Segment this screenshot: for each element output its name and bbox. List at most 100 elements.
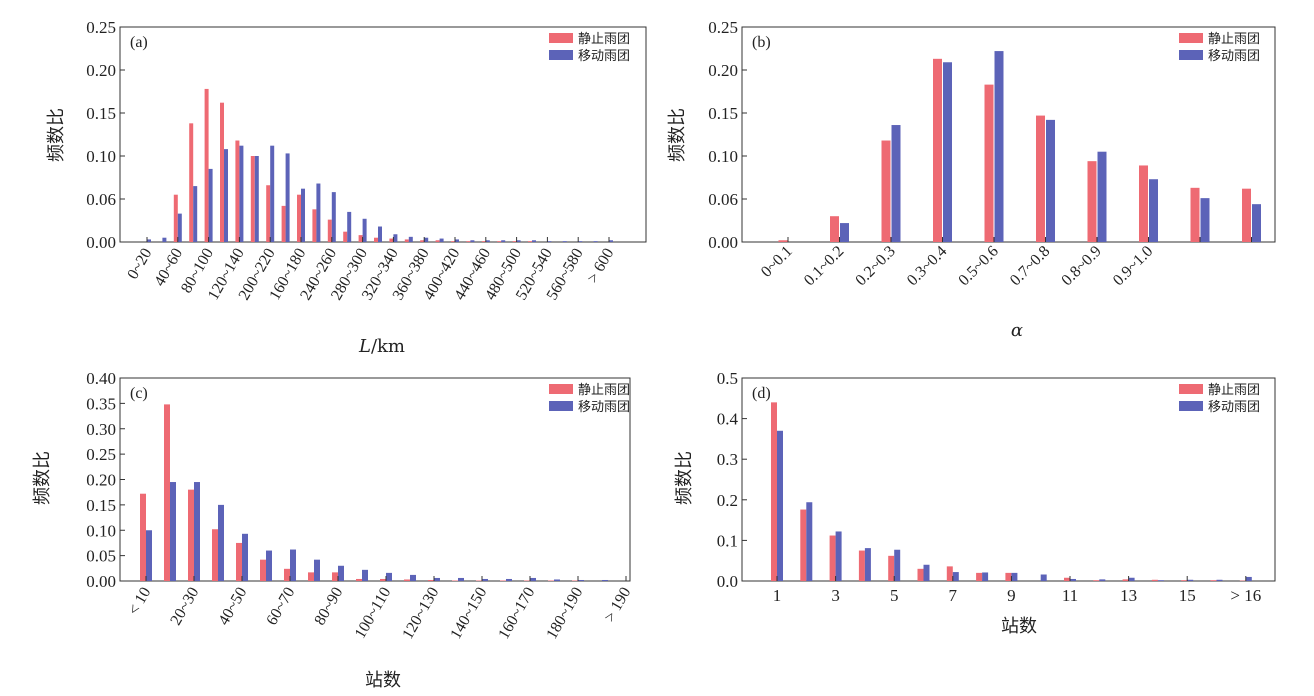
- chart-c: 0.00 0.05 0.10 0.15 0.20 0.25 0.30 0.35 0.40 < 10…: [32, 369, 634, 691]
- bar-moving: [224, 149, 228, 242]
- bar-static: [984, 84, 994, 243]
- bar-static: [976, 572, 983, 581]
- bar-moving: [609, 240, 613, 242]
- bar-moving: [410, 574, 416, 581]
- bar-moving: [162, 237, 167, 242]
- legend-label: 移动雨团: [1208, 400, 1260, 415]
- x-tick-label: 0.5~0.6: [955, 243, 1001, 289]
- y-tick-label: 0.25: [708, 18, 738, 37]
- bar-static: [1093, 580, 1100, 581]
- plot-frame: [741, 26, 1276, 243]
- y-axis-label: 频数比: [46, 108, 67, 162]
- bar-moving: [593, 241, 598, 242]
- bar-moving: [331, 192, 336, 242]
- chart-b: 0.00 0.06 0.10 0.15 0.20 0.25 0~0.1 0.1~0.2 0.2~…: [667, 18, 1276, 341]
- bar-static: [404, 239, 409, 242]
- y-tick-label: 0.00: [86, 572, 116, 591]
- bar-moving: [347, 211, 352, 242]
- panel-label: (b): [752, 34, 771, 51]
- bar-moving: [208, 168, 213, 242]
- bar-moving: [1149, 179, 1158, 242]
- bar-static: [1064, 577, 1070, 581]
- bar-static: [771, 402, 777, 581]
- bar-moving: [578, 579, 584, 581]
- bar-moving: [242, 533, 248, 581]
- bar-static: [435, 240, 440, 242]
- chart-a: 0.000.060.100.150.200.250~2040~6080~1001…: [46, 18, 647, 357]
- bar-moving: [485, 240, 490, 242]
- legend-label: 静止雨团: [1208, 383, 1260, 398]
- y-tick-label: 0.10: [86, 147, 116, 166]
- y-tick-label: 0.25: [86, 445, 116, 464]
- bar-static: [800, 509, 807, 581]
- bar-static: [420, 240, 425, 242]
- bar-static: [404, 579, 410, 581]
- bar-static: [188, 489, 194, 581]
- bar-moving: [434, 577, 440, 581]
- x-axis-label: L/km: [358, 336, 405, 357]
- bar-static: [476, 580, 482, 581]
- legend-swatch-static: [1179, 384, 1203, 394]
- x-tick-label: 9: [1007, 586, 1016, 605]
- bar-static: [327, 219, 332, 242]
- y-tick-label: 0.40: [86, 369, 116, 388]
- bar-moving: [177, 213, 182, 242]
- bar-static: [1190, 187, 1200, 242]
- legend-label: 移动雨团: [578, 49, 630, 64]
- bar-static: [512, 241, 517, 242]
- y-tick-label: 0.06: [708, 190, 738, 209]
- x-tick-label: 0.9~1.0: [1110, 243, 1156, 289]
- x-tick-label: 160~170: [495, 585, 538, 643]
- bar-moving: [285, 153, 290, 242]
- x-tick-label: > 600: [584, 246, 617, 287]
- bar-static: [1242, 188, 1251, 242]
- y-tick-label: 0.35: [86, 394, 116, 413]
- bar-moving: [562, 241, 567, 242]
- bar-static: [917, 568, 924, 581]
- x-axis-label-text: 站数: [365, 670, 401, 691]
- bar-static: [1087, 161, 1097, 242]
- bar-moving: [943, 62, 952, 243]
- y-tick-label: 0.00: [708, 233, 738, 252]
- bar-moving: [501, 240, 506, 242]
- bar-moving: [362, 569, 368, 581]
- legend-label: 静止雨团: [578, 32, 630, 47]
- y-tick-label: 0.30: [86, 420, 116, 439]
- bar-moving: [602, 579, 608, 581]
- x-tick-label: 5: [890, 586, 899, 605]
- y-tick-label: 0.2: [717, 491, 738, 510]
- bar-moving: [1070, 578, 1076, 581]
- bar-static: [1181, 580, 1188, 581]
- x-tick-label: 0.1~0.2: [801, 243, 847, 289]
- bar-moving: [193, 186, 198, 242]
- legend-label: 移动雨团: [578, 400, 630, 415]
- y-tick-label: 0.20: [86, 471, 116, 490]
- y-tick-label: 0.25: [86, 18, 116, 37]
- x-tick-label: 11: [1062, 586, 1078, 605]
- bar-moving: [194, 482, 200, 581]
- x-tick-label: 0~20: [124, 246, 155, 283]
- x-tick-label: 0~0.1: [758, 243, 796, 281]
- legend-swatch-moving: [1179, 50, 1203, 60]
- x-axis-label: 站数: [1001, 616, 1037, 637]
- x-axis-label-text: 站数: [1001, 616, 1037, 637]
- legend-label: 移动雨团: [1208, 49, 1260, 64]
- bar-moving: [1046, 119, 1055, 242]
- bar-static: [343, 231, 348, 242]
- bar-static: [189, 123, 194, 242]
- y-tick-label: 0.10: [86, 521, 116, 540]
- bar-static: [452, 580, 458, 581]
- legend-label: 静止雨团: [578, 383, 630, 398]
- bar-static: [1036, 115, 1045, 242]
- bar-moving: [290, 549, 296, 581]
- bar-moving: [316, 183, 321, 242]
- bar-moving: [1097, 151, 1107, 242]
- panel-label: (c): [130, 385, 148, 402]
- bar-moving: [1245, 576, 1252, 581]
- bar-static: [528, 241, 532, 242]
- y-tick-label: 0.20: [86, 61, 116, 80]
- x-axis-label: 站数: [365, 670, 401, 691]
- bar-moving: [1099, 579, 1106, 581]
- x-axis-label-text: /km: [371, 336, 405, 357]
